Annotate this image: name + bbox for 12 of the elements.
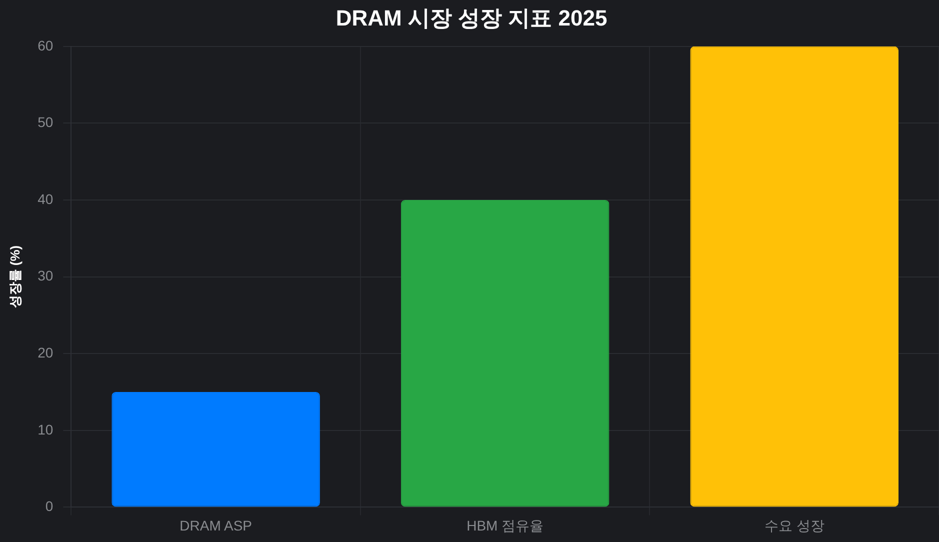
y-tick-label: 50 [38,114,54,130]
y-tick-label: 40 [38,190,54,207]
y-tick-label: 10 [38,421,54,438]
x-tick-label: 수요 성장 [764,517,824,534]
y-axis-title: 성장률 (%) [7,245,22,308]
y-tick-label: 30 [38,268,54,284]
y-tick-label: 0 [45,498,54,514]
y-tick-label: 20 [38,344,54,360]
y-tick-label: 60 [38,37,54,54]
chart-title: DRAM 시장 성장 지표 2025 [336,5,608,30]
x-tick-label: HBM 점유율 [466,517,544,534]
x-tick-label: DRAM ASP [180,517,252,534]
